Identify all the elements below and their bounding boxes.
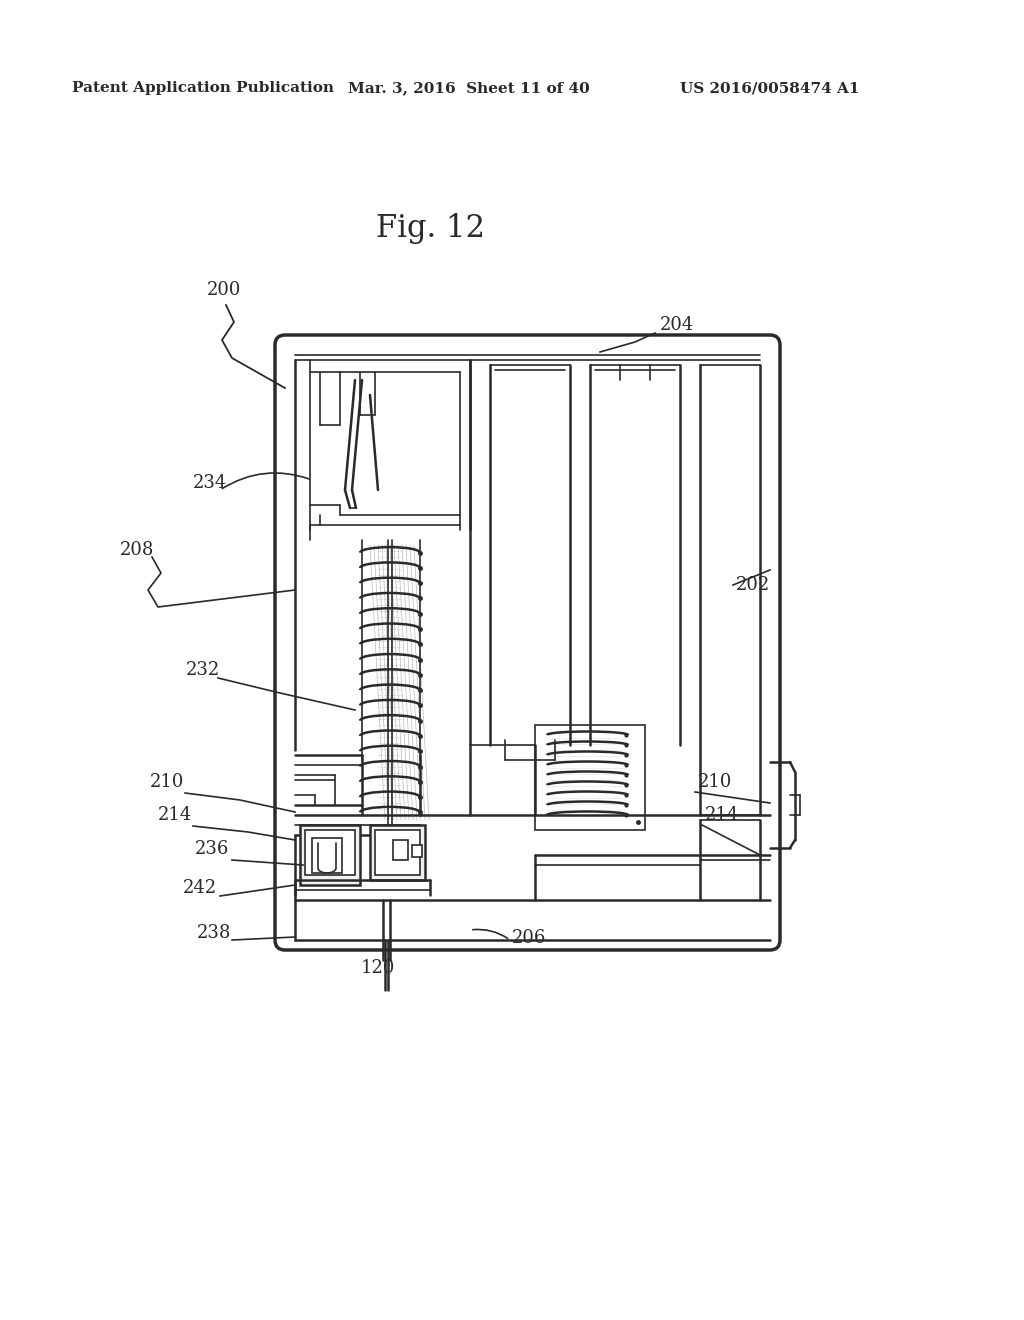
FancyArrowPatch shape xyxy=(222,473,309,488)
Text: US 2016/0058474 A1: US 2016/0058474 A1 xyxy=(680,81,859,95)
FancyBboxPatch shape xyxy=(275,335,780,950)
Text: 232: 232 xyxy=(186,661,220,678)
Text: 234: 234 xyxy=(193,474,227,492)
Text: Patent Application Publication: Patent Application Publication xyxy=(72,81,334,95)
Text: 120: 120 xyxy=(360,960,395,977)
Text: 210: 210 xyxy=(150,774,184,791)
Text: 236: 236 xyxy=(195,840,229,858)
Bar xyxy=(375,830,420,875)
Text: 214: 214 xyxy=(158,807,193,824)
Bar xyxy=(370,825,425,880)
Text: Mar. 3, 2016  Sheet 11 of 40: Mar. 3, 2016 Sheet 11 of 40 xyxy=(348,81,590,95)
Text: 210: 210 xyxy=(698,774,732,791)
Text: Fig. 12: Fig. 12 xyxy=(376,213,484,243)
Text: 238: 238 xyxy=(197,924,231,942)
Bar xyxy=(393,840,408,861)
Text: 242: 242 xyxy=(183,879,217,898)
Text: 214: 214 xyxy=(705,807,739,824)
Bar xyxy=(312,838,342,873)
Text: 202: 202 xyxy=(736,576,770,594)
Text: 206: 206 xyxy=(512,929,547,946)
Bar xyxy=(305,830,355,875)
Text: 200: 200 xyxy=(207,281,242,300)
Bar xyxy=(300,825,360,884)
FancyArrowPatch shape xyxy=(473,929,508,939)
Text: 208: 208 xyxy=(120,541,155,558)
Bar xyxy=(535,725,645,830)
Text: 204: 204 xyxy=(660,315,694,334)
Bar xyxy=(412,845,422,857)
